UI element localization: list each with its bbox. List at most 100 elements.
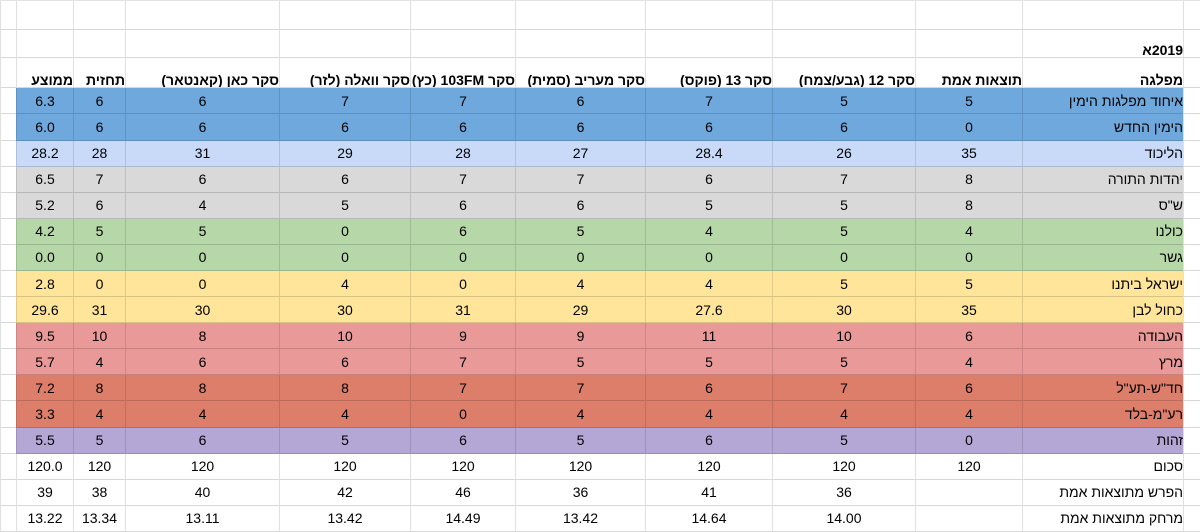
column-header-forecast[interactable]: תחזית — [73, 58, 125, 89]
row-label[interactable]: כחול לבן — [1022, 297, 1183, 324]
cell-maariv[interactable]: 5 — [515, 427, 645, 454]
cell-kan[interactable]: 0 — [125, 270, 279, 298]
cell-poll12[interactable]: 6 — [772, 114, 915, 141]
cell-maariv[interactable]: 7 — [515, 375, 645, 402]
cell-poll12[interactable]: 14.00 — [772, 505, 915, 532]
cell-fm103[interactable]: 31 — [410, 297, 515, 324]
column-header-walla[interactable]: סקר וואלה (לזר) — [279, 58, 410, 89]
cell-forecast[interactable]: 4 — [73, 401, 125, 428]
cell-poll13[interactable]: 5 — [645, 192, 772, 219]
cell-walla[interactable]: 120 — [279, 453, 410, 480]
cell-maariv[interactable]: 13.42 — [515, 505, 645, 532]
cell-walla[interactable]: 0 — [279, 244, 410, 271]
cell-walla[interactable]: 13.42 — [279, 505, 410, 532]
column-header-fm103[interactable]: סקר 103FM (כץ) — [410, 58, 515, 89]
cell-kan[interactable]: 13.11 — [125, 505, 279, 532]
cell-maariv[interactable]: 5 — [515, 349, 645, 376]
cell-poll13[interactable]: 5 — [645, 349, 772, 376]
cell-fm103[interactable]: 6 — [410, 114, 515, 141]
cell-average[interactable]: 2.8 — [16, 270, 73, 298]
cell-fm103[interactable]: 7 — [410, 375, 515, 402]
cell-walla[interactable]: 6 — [279, 166, 410, 193]
cell-maariv[interactable]: 5 — [515, 218, 645, 245]
cell-fm103[interactable]: 7 — [410, 166, 515, 193]
cell-kan[interactable]: 40 — [125, 479, 279, 506]
cell-walla[interactable]: 4 — [279, 270, 410, 298]
cell-walla[interactable]: 7 — [279, 88, 410, 115]
cell-actual[interactable] — [915, 479, 1022, 506]
cell-forecast[interactable]: 4 — [73, 349, 125, 376]
cell-poll13[interactable]: 4 — [645, 218, 772, 245]
cell-average[interactable]: 120.0 — [16, 453, 73, 480]
cell-forecast[interactable]: 5 — [73, 427, 125, 454]
row-label[interactable]: יהדות התורה — [1022, 166, 1183, 193]
cell-actual[interactable]: 4 — [915, 349, 1022, 376]
cell-walla[interactable]: 10 — [279, 323, 410, 350]
cell-actual[interactable]: 8 — [915, 192, 1022, 219]
cell-actual[interactable]: 120 — [915, 453, 1022, 480]
cell-walla[interactable]: 6 — [279, 114, 410, 141]
cell-poll13[interactable]: 120 — [645, 453, 772, 480]
cell-poll13[interactable]: 0 — [645, 244, 772, 271]
cell-poll12[interactable]: 5 — [772, 218, 915, 245]
cell-forecast[interactable]: 6 — [73, 192, 125, 219]
cell-poll13[interactable]: 6 — [645, 375, 772, 402]
cell-poll12[interactable]: 7 — [772, 166, 915, 193]
cell-kan[interactable]: 6 — [125, 427, 279, 454]
column-header-party[interactable]: מפלגה — [1022, 58, 1183, 89]
cell-poll12[interactable]: 0 — [772, 244, 915, 271]
cell-poll12[interactable]: 4 — [772, 401, 915, 428]
row-label[interactable]: רע"מ-בלד — [1022, 401, 1183, 428]
cell-average[interactable]: 5.5 — [16, 427, 73, 454]
cell-forecast[interactable]: 6 — [73, 114, 125, 141]
cell-poll13[interactable]: 4 — [645, 401, 772, 428]
row-label[interactable]: הימין החדש — [1022, 114, 1183, 141]
cell-poll13[interactable]: 6 — [645, 166, 772, 193]
cell-maariv[interactable]: 6 — [515, 88, 645, 115]
cell-walla[interactable]: 5 — [279, 427, 410, 454]
cell-poll12[interactable]: 5 — [772, 427, 915, 454]
cell-actual[interactable]: 35 — [915, 140, 1022, 167]
row-label[interactable]: חד"ש-תע"ל — [1022, 375, 1183, 402]
cell-poll12[interactable]: 30 — [772, 297, 915, 324]
cell-fm103[interactable]: 14.49 — [410, 505, 515, 532]
cell-forecast[interactable]: 6 — [73, 88, 125, 115]
row-label[interactable]: איחוד מפלגות הימין — [1022, 88, 1183, 115]
cell-fm103[interactable]: 0 — [410, 270, 515, 298]
row-label[interactable]: סכום — [1022, 453, 1183, 480]
cell-maariv[interactable]: 27 — [515, 140, 645, 167]
cell-poll13[interactable]: 4 — [645, 270, 772, 298]
cell-actual[interactable]: 4 — [915, 401, 1022, 428]
cell-forecast[interactable]: 5 — [73, 218, 125, 245]
cell-kan[interactable]: 6 — [125, 88, 279, 115]
cell-kan[interactable]: 0 — [125, 244, 279, 271]
cell-average[interactable]: 6.3 — [16, 88, 73, 115]
row-label[interactable]: ישראל ביתנו — [1022, 270, 1183, 298]
row-label[interactable]: זהות — [1022, 427, 1183, 454]
cell-average[interactable]: 9.5 — [16, 323, 73, 350]
row-label[interactable]: גשר — [1022, 244, 1183, 271]
cell-actual[interactable]: 6 — [915, 375, 1022, 402]
column-header-kan[interactable]: סקר כאן (קאנטאר) — [125, 58, 279, 89]
row-label[interactable]: מרחק מתוצאות אמת — [1022, 505, 1183, 532]
row-label[interactable]: הפרש מתוצאות אמת — [1022, 479, 1183, 506]
cell-average[interactable]: 6.5 — [16, 166, 73, 193]
row-label[interactable]: ש"ס — [1022, 192, 1183, 219]
cell-average[interactable]: 5.2 — [16, 192, 73, 219]
cell-kan[interactable]: 8 — [125, 323, 279, 350]
cell-poll12[interactable]: 120 — [772, 453, 915, 480]
cell-poll13[interactable]: 27.6 — [645, 297, 772, 324]
cell-maariv[interactable]: 4 — [515, 270, 645, 298]
cell-walla[interactable]: 29 — [279, 140, 410, 167]
cell-maariv[interactable]: 120 — [515, 453, 645, 480]
column-header-actual[interactable]: תוצאות אמת — [915, 58, 1022, 89]
cell-poll13[interactable]: 41 — [645, 479, 772, 506]
cell-average[interactable]: 28.2 — [16, 140, 73, 167]
cell-actual[interactable] — [915, 505, 1022, 532]
row-label[interactable]: כולנו — [1022, 218, 1183, 245]
cell-actual[interactable]: 4 — [915, 218, 1022, 245]
cell-poll12[interactable]: 5 — [772, 270, 915, 298]
cell-forecast[interactable]: 120 — [73, 453, 125, 480]
cell-forecast[interactable]: 28 — [73, 140, 125, 167]
cell-actual[interactable]: 0 — [915, 427, 1022, 454]
